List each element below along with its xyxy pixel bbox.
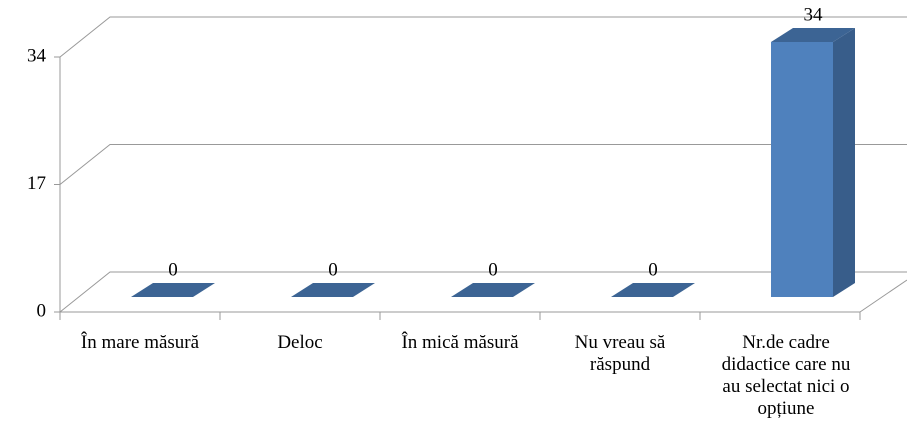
x-tick-label: Deloc (277, 332, 323, 353)
bar (131, 283, 215, 297)
floor-right (859, 279, 907, 313)
x-tick-label: Nu vreau să răspund (574, 332, 666, 375)
bar-top (291, 283, 375, 297)
bar (771, 28, 855, 297)
y-tick-label: 17 (27, 173, 46, 194)
bar-top (131, 283, 215, 297)
bar (291, 283, 375, 297)
bar-top (771, 28, 855, 42)
bar-front (771, 42, 833, 297)
grid-line (59, 271, 907, 313)
bar (611, 283, 695, 297)
y-tick-label: 34 (27, 45, 47, 66)
x-tick-label: În mare măsură (80, 332, 200, 353)
grid-line (59, 144, 907, 185)
value-label: 0 (488, 259, 498, 280)
bar (451, 283, 535, 297)
x-tick-label: În mică măsură (401, 332, 519, 353)
value-label: 0 (168, 259, 178, 280)
value-label: 34 (804, 4, 824, 25)
bar-top (451, 283, 535, 297)
x-tick-label: Nr.de cadre didactice care nu au selecta… (721, 332, 851, 419)
value-label: 0 (648, 259, 658, 280)
y-tick-label: 0 (37, 300, 47, 321)
grid-line (59, 16, 907, 58)
bar-side (833, 28, 855, 297)
value-label: 0 (328, 259, 338, 280)
bar-top (611, 283, 695, 297)
